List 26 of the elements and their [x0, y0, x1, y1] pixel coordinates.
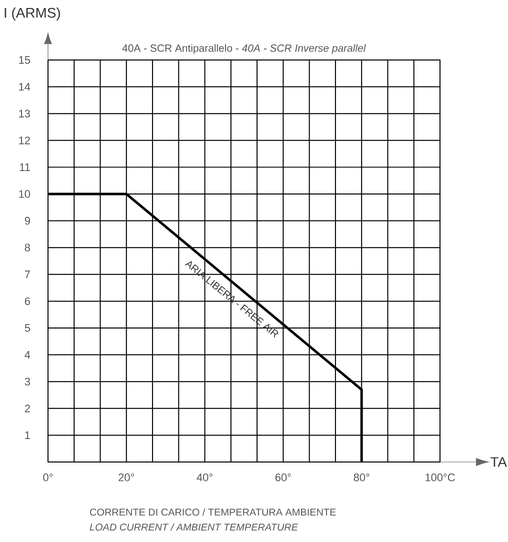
x-tick-label: 0° — [43, 474, 53, 482]
y-tick-label: 15 — [19, 56, 30, 64]
text: CORRENTE DI CARICO / TEMPERATURA AMBIENTE — [90, 508, 336, 516]
x-tick-label: 20° — [118, 474, 134, 482]
y-tick-label: 10 — [19, 190, 30, 198]
chart-title: 40A - SCR Antiparallelo - 40A - SCR Inverse parallel — [122, 44, 366, 54]
y-tick-label: 5 — [24, 324, 30, 332]
y-tick-label: 12 — [19, 136, 30, 144]
y-tick-label: 2 — [24, 404, 30, 412]
text: LOAD CURRENT / AMBIENT TEMPERATURE — [90, 523, 298, 531]
y-tick-label: 1 — [25, 431, 30, 439]
y-tick-label: 3 — [24, 378, 30, 386]
y-tick-label: 6 — [24, 297, 30, 306]
y-axis-title: I (ARMS) — [4, 7, 60, 20]
x-tick-label: 40° — [196, 474, 212, 482]
x-tick-label: 80° — [354, 474, 370, 482]
y-tick-label: 8 — [24, 244, 30, 252]
y-tick-label: 13 — [19, 110, 30, 118]
y-tick-label: 9 — [24, 216, 30, 225]
x-tick-label: 100°C — [426, 474, 455, 482]
x-tick-label: 60° — [275, 474, 291, 482]
y-tick-label: 7 — [24, 270, 30, 278]
y-tick-label: 11 — [20, 163, 30, 171]
x-axis-title: TA — [490, 457, 507, 467]
y-tick-label: 14 — [19, 83, 30, 91]
y-tick-label: 4 — [24, 351, 30, 359]
